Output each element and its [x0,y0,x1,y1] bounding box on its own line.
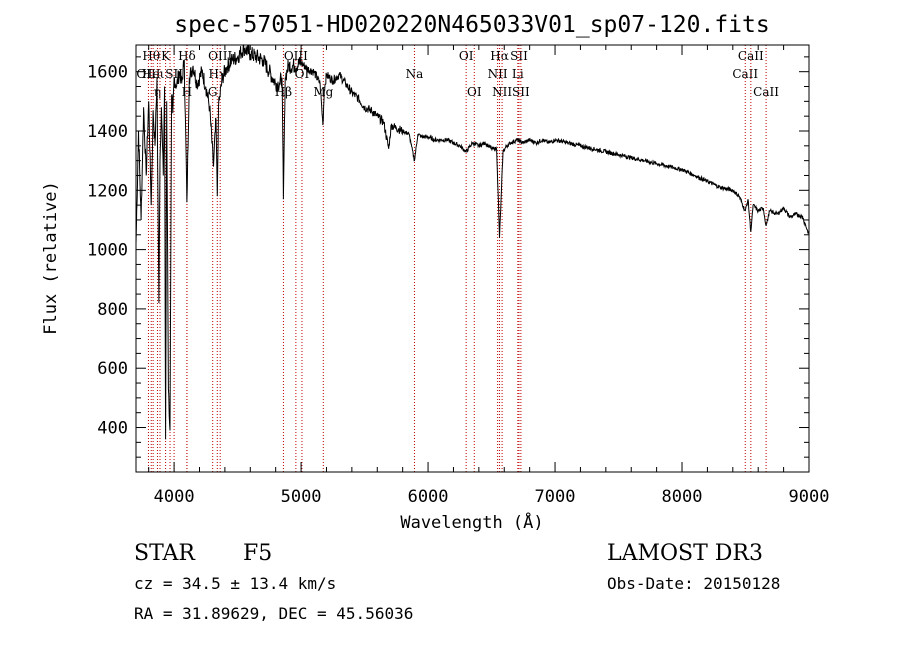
y-tick-label: 1000 [87,241,128,261]
x-tick-label: 9000 [789,487,830,507]
y-tick-label: 1400 [87,122,128,142]
plot-frame [135,44,810,473]
x-tick-label: 5000 [281,487,322,507]
line-marker-label: CaII [738,49,764,63]
x-tick-label: 4000 [154,487,195,507]
coordinates: RA = 31.89629, DEC = 45.56036 [134,604,413,623]
y-tick-label: 400 [97,419,128,439]
line-marker-label: Hα [490,49,509,63]
line-marker-label: Hδ [178,49,196,63]
line-marker-label: OIII [208,49,232,63]
object-class: STAR [134,541,196,566]
line-marker-label: SII [510,49,528,63]
y-axis: 400 600 800 1000 1200 1400 1600 [87,56,809,458]
x-tick-label: 7000 [535,487,576,507]
line-marker-label: NII [492,85,512,99]
line-marker-label: CaII [753,85,779,99]
line-marker-label: OI [295,67,310,81]
y-tick-label: 1600 [87,63,128,83]
x-axis: 4000 5000 6000 7000 8000 9000 [148,45,830,507]
x-tick-label: 6000 [408,487,449,507]
y-tick-label: 600 [97,359,128,379]
line-marker-label: Heι [142,67,165,81]
line-marker-label: OIII [284,49,308,63]
spectrum-series [135,44,810,440]
line-marker-label: Na [406,67,424,81]
line-marker-label: OIII [136,67,160,81]
line-marker-label: Hθ [142,49,160,63]
line-marker-label: NII [488,67,508,81]
x-axis-label: Wavelength (Å) [400,511,543,533]
obs-date: Obs-Date: 20150128 [607,574,780,593]
line-marker-label: OI [459,49,474,63]
line-marker-label: H [182,85,192,99]
x-tick-label: 8000 [662,487,703,507]
redshift-readout: cz = 34.5 ± 13.4 km/s [134,574,336,593]
spectral-subclass: F5 [243,541,272,566]
line-marker-label: OI [467,85,482,99]
y-tick-label: 800 [97,300,128,320]
survey-name: LAMOST DR3 [607,541,763,566]
line-marker-label: SII [512,85,530,99]
chart-title: spec-57051-HD020220N465033V01_sp07-120.f… [174,12,769,38]
line-marker-label: Li [512,67,524,81]
line-marker-label: K [161,49,171,63]
line-marker-label: Mg [313,85,333,99]
spectrum-line [135,44,810,440]
y-tick-label: 1200 [87,181,128,201]
line-marker-label: CaII [732,67,758,81]
line-marker-label: G [208,85,218,99]
y-axis-label: Flux (relative) [41,181,61,335]
